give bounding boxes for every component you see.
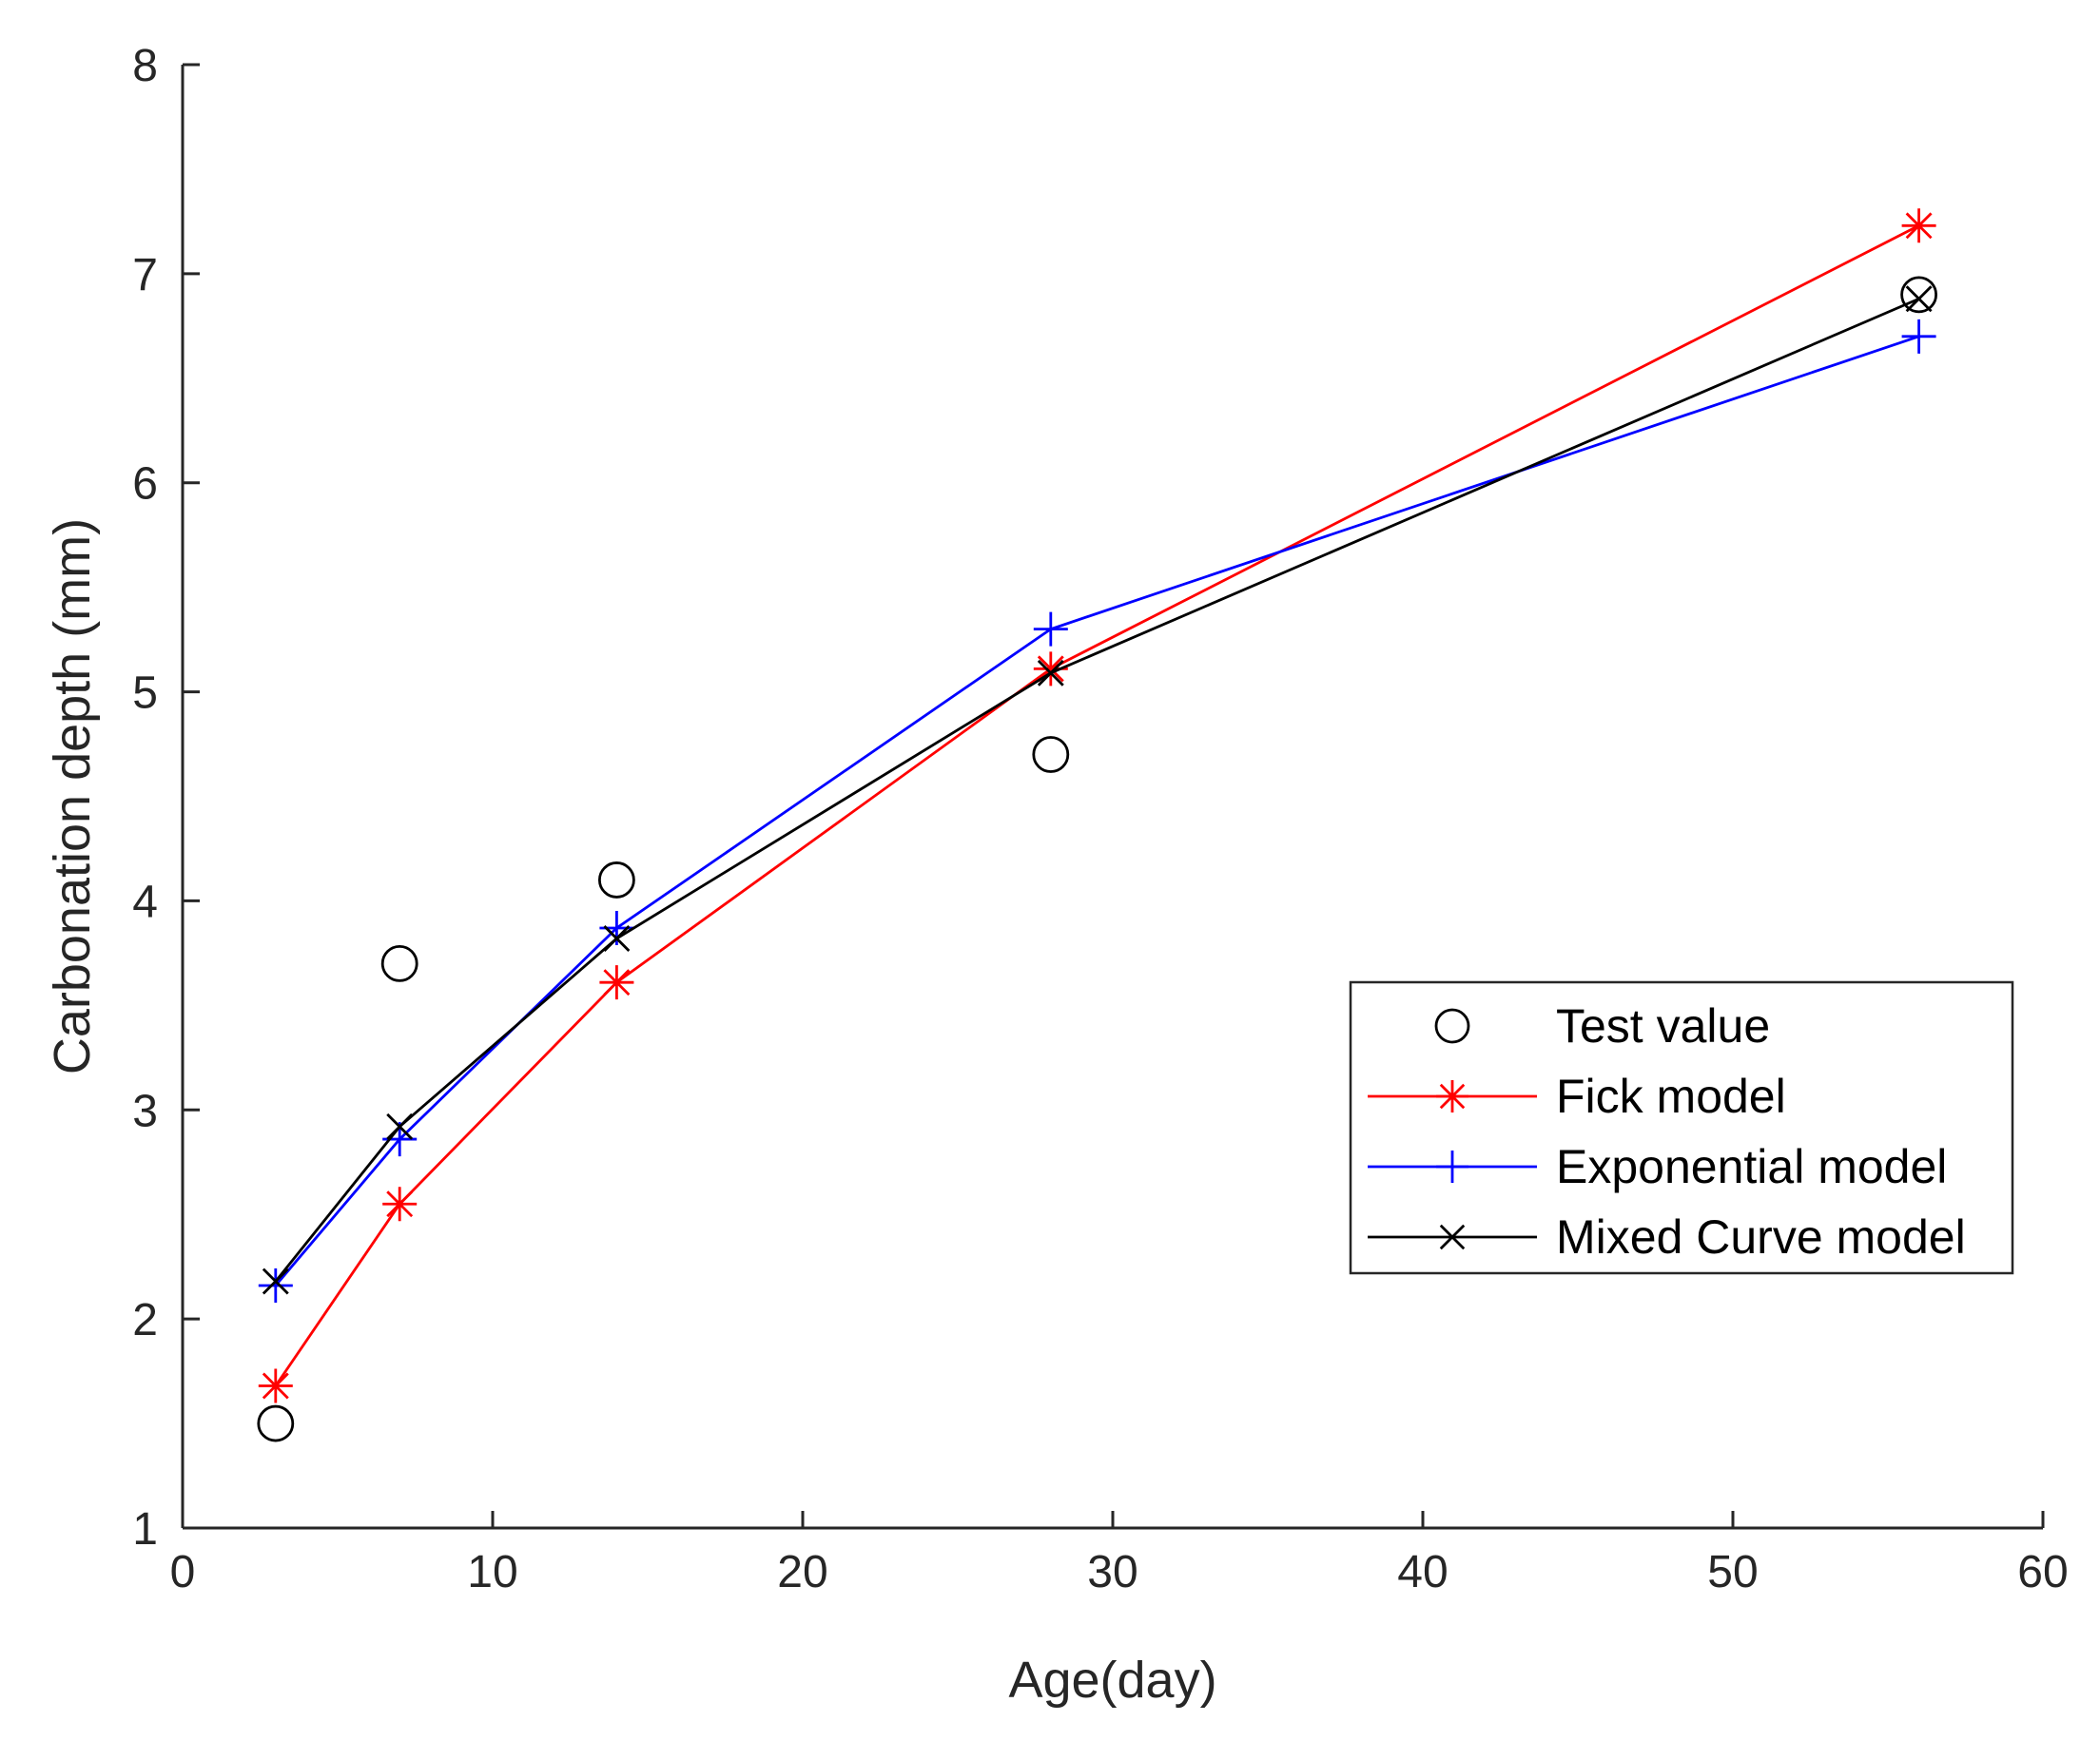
data-point-x [1037, 659, 1064, 687]
data-point-plus [1901, 319, 1936, 354]
data-point-circle [380, 944, 418, 982]
y-tick-label: 8 [132, 41, 158, 91]
legend-label: Exponential model [1556, 1140, 1947, 1193]
data-point-asterisk [599, 965, 634, 1000]
legend: Test value Fick model Exponential model Mix… [1349, 980, 2014, 1275]
data-point-plus [258, 1267, 293, 1303]
y-tick-label: 4 [132, 877, 158, 927]
data-point-circle [1900, 276, 1937, 314]
data-point-asterisk [1901, 208, 1936, 243]
data-point-asterisk [382, 1187, 418, 1222]
y-tick-label: 7 [132, 250, 158, 300]
y-ticks: 1 2 3 4 5 6 7 8 [132, 41, 200, 1555]
y-tick-label: 1 [132, 1504, 158, 1555]
data-point-x [262, 1267, 289, 1295]
x-tick-label: 20 [777, 1547, 827, 1597]
series-test-value [257, 276, 1937, 1442]
x-tick-label: 60 [2017, 1547, 2068, 1597]
x-tick-label: 10 [467, 1547, 517, 1597]
y-tick-label: 3 [132, 1086, 158, 1136]
legend-box [1349, 980, 2014, 1275]
data-point-circle [257, 1404, 295, 1442]
y-tick-label: 6 [132, 459, 158, 510]
x-tick-label: 50 [1707, 1547, 1758, 1597]
y-tick-label: 5 [132, 668, 158, 719]
data-point-plus [1436, 1151, 1468, 1183]
data-point-x [1905, 285, 1933, 313]
series-mixed-curve-model [262, 285, 1933, 1295]
data-point-asterisk [258, 1368, 293, 1403]
legend-item: Test value [1434, 999, 1770, 1053]
data-point-circle [1434, 1008, 1470, 1044]
legend-item: Exponential model [1368, 1140, 1947, 1193]
y-axis-label: Carbonation depth (mm) [44, 518, 101, 1074]
x-tick-label: 40 [1397, 1547, 1448, 1597]
x-tick-label: 30 [1087, 1547, 1138, 1597]
data-point-asterisk [1033, 651, 1068, 687]
series-fick-model [258, 208, 1936, 1403]
legend-label: Fick model [1556, 1070, 1786, 1123]
legend-item: Fick model [1368, 1070, 1786, 1123]
data-point-x [386, 1112, 414, 1140]
data-point-circle [1032, 736, 1070, 773]
axes [181, 65, 2043, 1530]
data-point-circle [598, 861, 635, 899]
data-point-asterisk [1436, 1080, 1468, 1112]
legend-label: Mixed Curve model [1556, 1210, 1966, 1264]
x-tick-label: 0 [170, 1547, 196, 1597]
legend-item: Mixed Curve model [1368, 1210, 1966, 1264]
x-ticks: 0 10 20 30 40 50 60 [170, 1511, 2069, 1597]
x-axis-label: Age(day) [1008, 1652, 1216, 1709]
data-point-x [1439, 1224, 1466, 1250]
legend-label: Test value [1556, 999, 1770, 1053]
data-point-x [603, 925, 631, 952]
y-tick-label: 2 [132, 1295, 158, 1345]
series-layer [257, 208, 1937, 1442]
data-point-plus [1033, 611, 1068, 647]
